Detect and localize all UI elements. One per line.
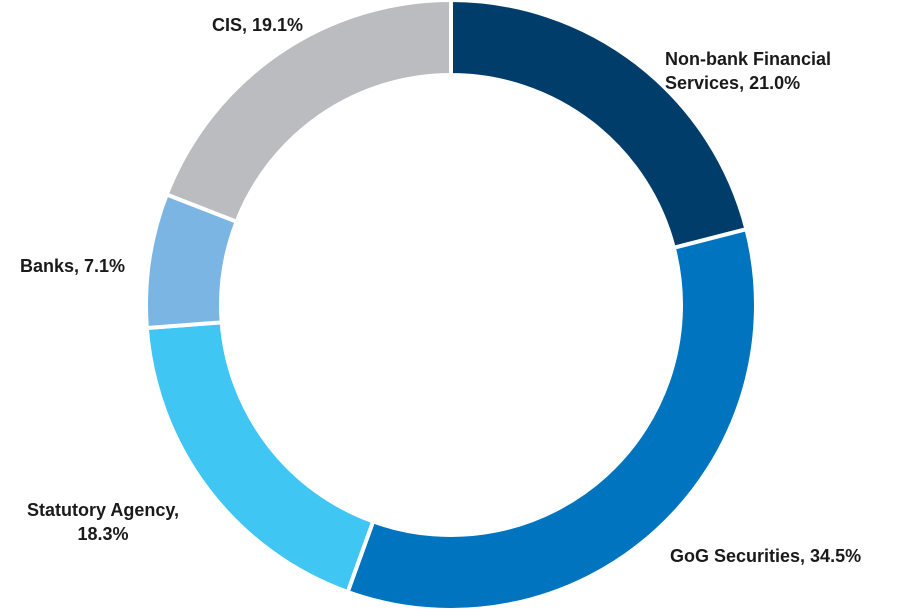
label-cis: CIS, 19.1% <box>212 15 304 35</box>
label-banks: Banks, 7.1% <box>20 256 126 276</box>
slice-statutory-agency <box>144 320 376 595</box>
slice-cis <box>164 0 453 225</box>
label-non-bank-financial-services: Non-bank Financial Services, 21.0% <box>665 49 832 93</box>
slice-non-bank-financial-services <box>449 0 749 251</box>
donut-slices <box>144 0 758 612</box>
label-statutory-agency: Statutory Agency, 18.3% <box>26 500 180 544</box>
slice-gog-securities <box>345 226 758 612</box>
label-gog-securities: GoG Securities, 34.5% <box>670 546 862 566</box>
